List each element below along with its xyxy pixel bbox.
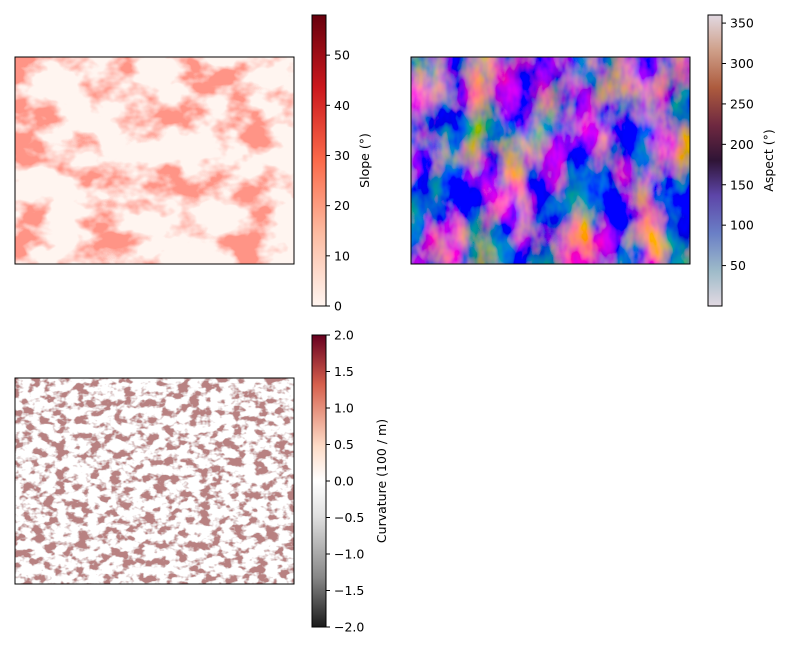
colorbar-tick-label: 2.0 — [334, 328, 354, 343]
colorbar-tick-label: −2.0 — [334, 620, 364, 635]
curvature-colorbar — [311, 334, 327, 628]
aspect-colorbar — [707, 14, 723, 307]
colorbar-tick-label: 40 — [334, 98, 350, 113]
curvature-map-frame — [14, 377, 295, 585]
colorbar-tick-label: 50 — [334, 48, 350, 63]
colorbar-tick-label: 10 — [334, 248, 350, 263]
colorbar-tick-label: 30 — [334, 148, 350, 163]
colorbar-tick-label: 300 — [730, 56, 754, 71]
aspect-panel: 50 100 150 200 250 300 350 Aspect (°) — [410, 14, 776, 307]
colorbar-tick-label: 250 — [730, 96, 754, 111]
colorbar-tick-label: −1.5 — [334, 583, 364, 598]
curvature-panel: −2.0 −1.5 −1.0 −0.5 0.0 0.5 1.0 1.5 2.0 Curvatur… — [14, 328, 389, 635]
slope-map-frame — [14, 56, 295, 265]
aspect-map-frame — [410, 56, 691, 265]
colorbar-tick-label: 150 — [730, 177, 754, 192]
colorbar-tick-label: 50 — [730, 258, 746, 273]
curvature-map — [15, 378, 294, 584]
colorbar-tick-label: 0.5 — [334, 437, 354, 452]
aspect-colorbar-ticks: 50 100 150 200 250 300 350 — [722, 16, 754, 273]
aspect-map — [411, 57, 690, 264]
colorbar-tick-label: 1.5 — [334, 364, 354, 379]
slope-panel: 0 10 20 30 40 50 Slope (°) — [14, 14, 372, 314]
colorbar-tick-label: 0.0 — [334, 474, 354, 489]
aspect-colorbar-label: Aspect (°) — [761, 129, 776, 191]
curvature-colorbar-ticks: −2.0 −1.5 −1.0 −0.5 0.0 0.5 1.0 1.5 2.0 — [326, 328, 364, 635]
colorbar-tick-label: 1.0 — [334, 401, 354, 416]
curvature-colorbar-label: Curvature (100 / m) — [374, 419, 389, 543]
colorbar-tick-label: 0 — [334, 299, 342, 314]
colorbar-tick-label: 350 — [730, 16, 754, 31]
slope-colorbar — [311, 14, 327, 307]
slope-map — [15, 57, 294, 264]
slope-colorbar-label: Slope (°) — [357, 133, 372, 188]
colorbar-tick-label: 20 — [334, 198, 350, 213]
colorbar-tick-label: −1.0 — [334, 547, 364, 562]
colorbar-tick-label: −0.5 — [334, 510, 364, 525]
slope-colorbar-ticks: 0 10 20 30 40 50 — [326, 48, 350, 314]
colorbar-tick-label: 200 — [730, 137, 754, 152]
colorbar-tick-label: 100 — [730, 218, 754, 233]
